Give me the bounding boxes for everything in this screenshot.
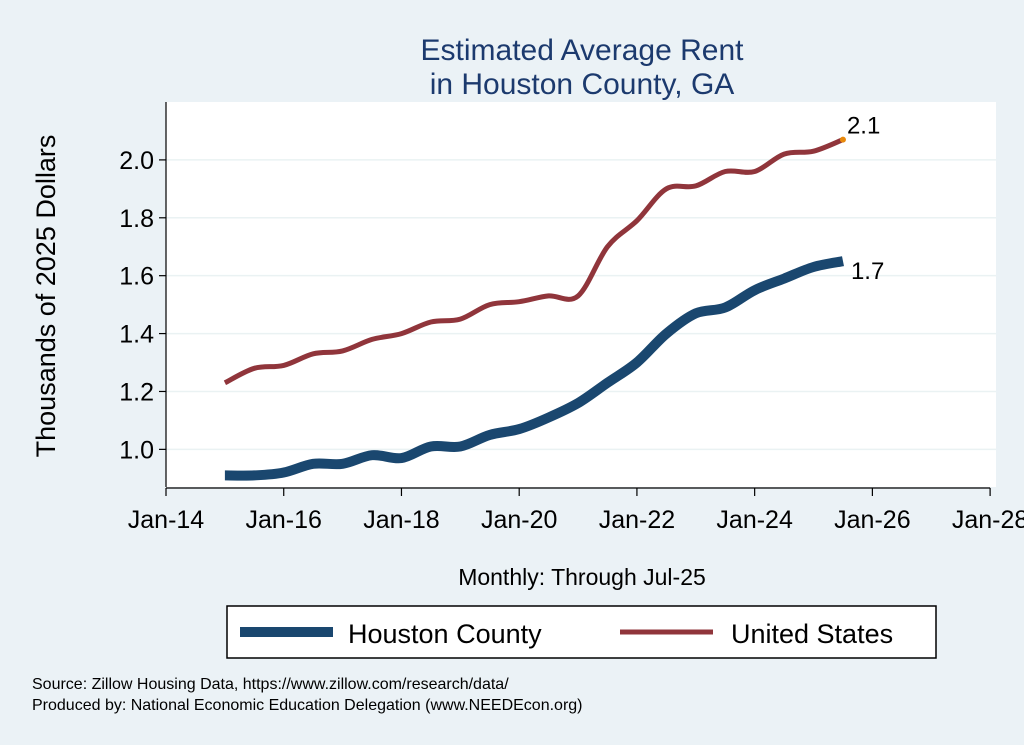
end-label-houston-county: 1.7 [851, 258, 884, 285]
y-tick-label: 1.0 [119, 436, 154, 464]
x-tick-label: Jan-28 [952, 506, 1024, 534]
axes: 1.0 1.2 1.4 1.6 1.8 2.0 Jan-14 Jan-16 Jan-18 Jan-… [119, 102, 1024, 534]
x-tick-label: Jan-14 [128, 506, 205, 534]
x-tick-label: Jan-18 [363, 506, 439, 534]
x-tick-label: Jan-24 [716, 506, 793, 534]
x-axis-label: Monthly: Through Jul-25 [458, 564, 706, 590]
chart-title-line-2: in Houston County, GA [430, 68, 735, 101]
legend-label-houston-county: Houston County [348, 619, 542, 649]
x-tick-label: Jan-22 [599, 506, 675, 534]
end-marker-united-states [839, 136, 846, 143]
y-axis-label: Thousands of 2025 Dollars [31, 135, 61, 458]
legend-box [226, 605, 937, 659]
x-tick-label: Jan-20 [481, 506, 557, 534]
gridlines [166, 159, 996, 451]
y-tick-label: 2.0 [119, 147, 154, 175]
produced-by-note: Produced by: National Economic Education… [32, 697, 583, 714]
x-tick-label: Jan-16 [246, 506, 322, 534]
y-tick-label: 1.6 [119, 263, 154, 291]
end-label-united-states: 2.1 [847, 113, 880, 140]
series-lines: 1.7 2.1 [223, 113, 884, 481]
y-tick-label: 1.2 [119, 378, 154, 406]
legend-label-united-states: United States [731, 619, 893, 649]
y-tick-label: 1.4 [119, 321, 154, 349]
series-line-united-states [223, 137, 844, 386]
source-note: Source: Zillow Housing Data, https://www… [32, 676, 509, 693]
legend: Houston County United States [226, 605, 937, 659]
series-line-houston-county [224, 256, 844, 481]
y-tick-label: 1.8 [119, 205, 154, 233]
x-tick-label: Jan-26 [834, 506, 910, 534]
chart-title-line-1: Estimated Average Rent [421, 34, 745, 67]
